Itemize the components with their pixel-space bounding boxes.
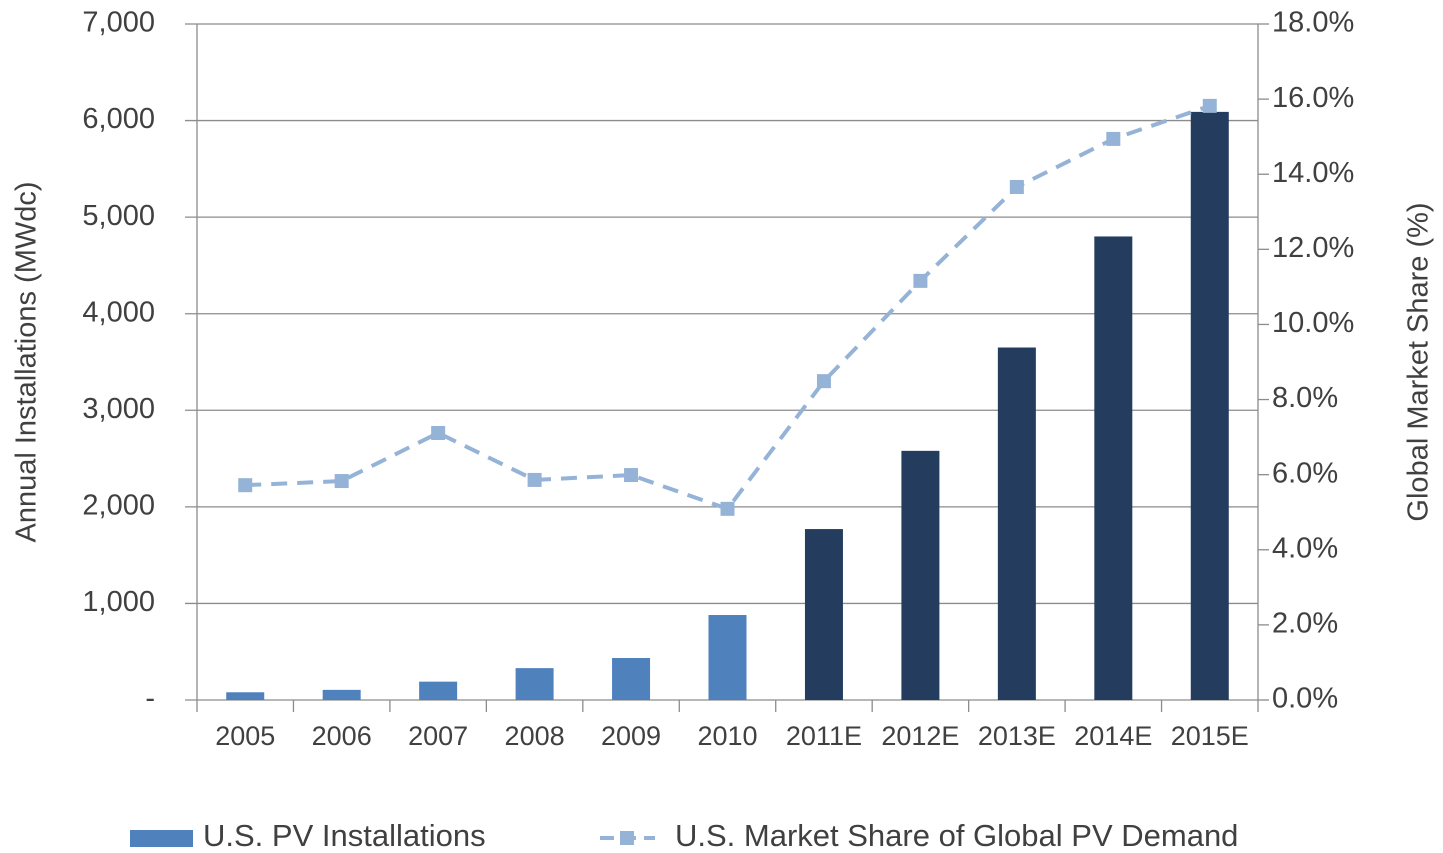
marker xyxy=(624,468,639,483)
x-tick-label: 2014E xyxy=(1074,721,1152,751)
x-tick-label: 2009 xyxy=(601,721,661,751)
marker xyxy=(334,474,349,489)
marker xyxy=(816,374,831,389)
y-axis-label: Annual Installations (MWdc) xyxy=(11,181,43,542)
y-tick-label: 2,000 xyxy=(82,490,155,522)
legend-swatch xyxy=(130,830,193,847)
y2-tick-label: 4.0% xyxy=(1272,532,1338,564)
bar xyxy=(1190,111,1229,700)
y-tick-label: 6,000 xyxy=(82,103,155,135)
y2-tick-label: 14.0% xyxy=(1272,157,1354,189)
x-tick-label: 2008 xyxy=(505,721,565,751)
x-tick-label: 2007 xyxy=(408,721,468,751)
bar xyxy=(226,692,265,700)
x-tick-label: 2005 xyxy=(215,721,275,751)
marker xyxy=(527,472,542,487)
marker xyxy=(1202,98,1217,113)
marker xyxy=(431,425,446,440)
x-tick-label: 2012E xyxy=(881,721,959,751)
y2-tick-label: 0.0% xyxy=(1272,683,1338,715)
y-tick-label: 4,000 xyxy=(82,296,155,328)
line xyxy=(245,103,1211,512)
bar xyxy=(419,681,458,700)
x-tick-label: 2011E xyxy=(786,721,862,751)
y2-tick-label: 6.0% xyxy=(1272,457,1338,489)
marker xyxy=(720,501,735,516)
bar xyxy=(515,668,554,700)
y-tick-label: 5,000 xyxy=(82,200,155,232)
y2-tick-label: 12.0% xyxy=(1272,232,1354,264)
legend-label: U.S. Market Share of Global PV Demand xyxy=(675,818,1238,853)
legend-marker xyxy=(620,831,634,845)
marker xyxy=(913,273,928,288)
bar xyxy=(997,347,1036,700)
legend-label: U.S. PV Installations xyxy=(203,818,486,853)
bar xyxy=(1094,236,1133,700)
y-tick-label: 1,000 xyxy=(82,586,155,618)
x-tick-label: 2006 xyxy=(312,721,372,751)
y2-tick-label: 16.0% xyxy=(1272,82,1354,114)
y2-tick-label: 8.0% xyxy=(1272,382,1338,414)
x-tick-label: 2010 xyxy=(697,721,757,751)
y-tick-label: 3,000 xyxy=(82,393,155,425)
marker xyxy=(1009,179,1024,194)
marker xyxy=(238,478,253,493)
x-tick-label: 2015E xyxy=(1171,721,1249,751)
bar xyxy=(612,657,651,700)
bar xyxy=(804,529,843,700)
y2-axis-label: Global Market Share (%) xyxy=(1403,202,1435,521)
marker xyxy=(1106,131,1121,146)
bar xyxy=(901,450,940,700)
y-tick-label: 7,000 xyxy=(82,7,155,39)
y2-tick-label: 2.0% xyxy=(1272,608,1338,640)
x-tick-label: 2013E xyxy=(978,721,1056,751)
y-tick-label: - xyxy=(145,683,155,715)
y2-tick-label: 10.0% xyxy=(1272,307,1354,339)
bar xyxy=(708,615,747,700)
bar xyxy=(322,689,361,700)
y2-tick-label: 18.0% xyxy=(1272,7,1354,39)
